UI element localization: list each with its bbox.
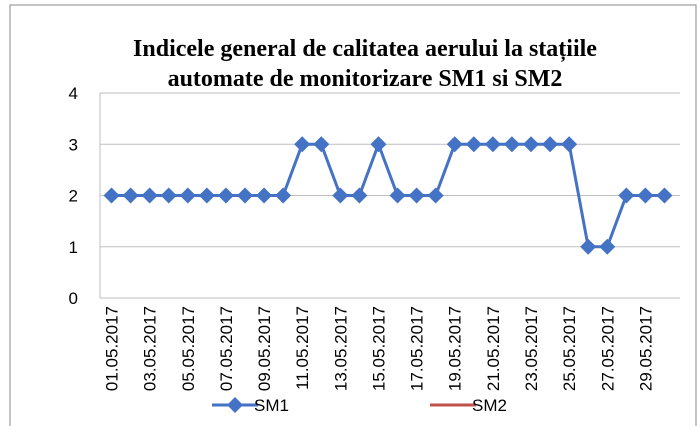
data-marker xyxy=(370,136,387,153)
x-tick-label: 01.05.2017 xyxy=(103,306,122,391)
data-marker xyxy=(561,136,578,153)
data-marker xyxy=(275,187,292,204)
data-marker xyxy=(637,187,654,204)
data-marker xyxy=(122,187,139,204)
data-marker xyxy=(217,187,234,204)
y-tick-label: 2 xyxy=(69,187,78,206)
data-marker xyxy=(465,136,482,153)
x-tick-label: 27.05.2017 xyxy=(598,306,617,391)
data-marker xyxy=(446,136,463,153)
data-marker xyxy=(351,187,368,204)
data-marker xyxy=(484,136,501,153)
legend-label: SM1 xyxy=(254,396,289,415)
chart-title: Indicele general de calitatea aerului la… xyxy=(133,36,597,92)
data-marker xyxy=(656,187,673,204)
data-marker xyxy=(389,187,406,204)
x-tick-label: 25.05.2017 xyxy=(560,306,579,391)
data-marker xyxy=(103,187,120,204)
data-marker xyxy=(256,187,273,204)
chart-frame xyxy=(9,4,697,426)
x-tick-label: 21.05.2017 xyxy=(484,306,503,391)
y-tick-label: 4 xyxy=(69,84,78,103)
x-tick-label: 09.05.2017 xyxy=(255,306,274,391)
data-marker xyxy=(618,187,635,204)
legend-label: SM2 xyxy=(472,396,507,415)
x-tick-label: 03.05.2017 xyxy=(141,306,160,391)
data-marker xyxy=(141,187,158,204)
x-tick-label: 17.05.2017 xyxy=(408,306,427,391)
data-marker xyxy=(160,187,177,204)
data-marker xyxy=(313,136,330,153)
data-marker xyxy=(237,187,253,204)
x-tick-label: 15.05.2017 xyxy=(369,306,388,391)
x-tick-label: 19.05.2017 xyxy=(446,306,465,391)
y-tick-label: 1 xyxy=(69,238,78,257)
x-tick-label: 13.05.2017 xyxy=(331,306,350,391)
data-marker xyxy=(408,187,425,204)
x-tick-label: 29.05.2017 xyxy=(636,306,655,391)
data-marker xyxy=(198,187,215,204)
x-tick-label: 11.05.2017 xyxy=(293,306,312,390)
data-marker xyxy=(599,238,616,255)
x-tick-label: 07.05.2017 xyxy=(217,306,236,391)
data-marker xyxy=(294,136,311,153)
data-marker xyxy=(542,136,559,153)
legend-marker xyxy=(227,397,243,413)
data-marker xyxy=(523,136,539,153)
data-marker xyxy=(503,136,520,153)
data-marker xyxy=(179,187,196,204)
x-tick-label: 23.05.2017 xyxy=(522,306,541,391)
data-marker xyxy=(332,187,349,204)
y-tick-label: 3 xyxy=(69,135,78,154)
y-tick-label: 0 xyxy=(69,289,78,308)
data-marker xyxy=(427,187,444,204)
x-tick-label: 05.05.2017 xyxy=(179,306,198,391)
data-marker xyxy=(580,238,597,255)
